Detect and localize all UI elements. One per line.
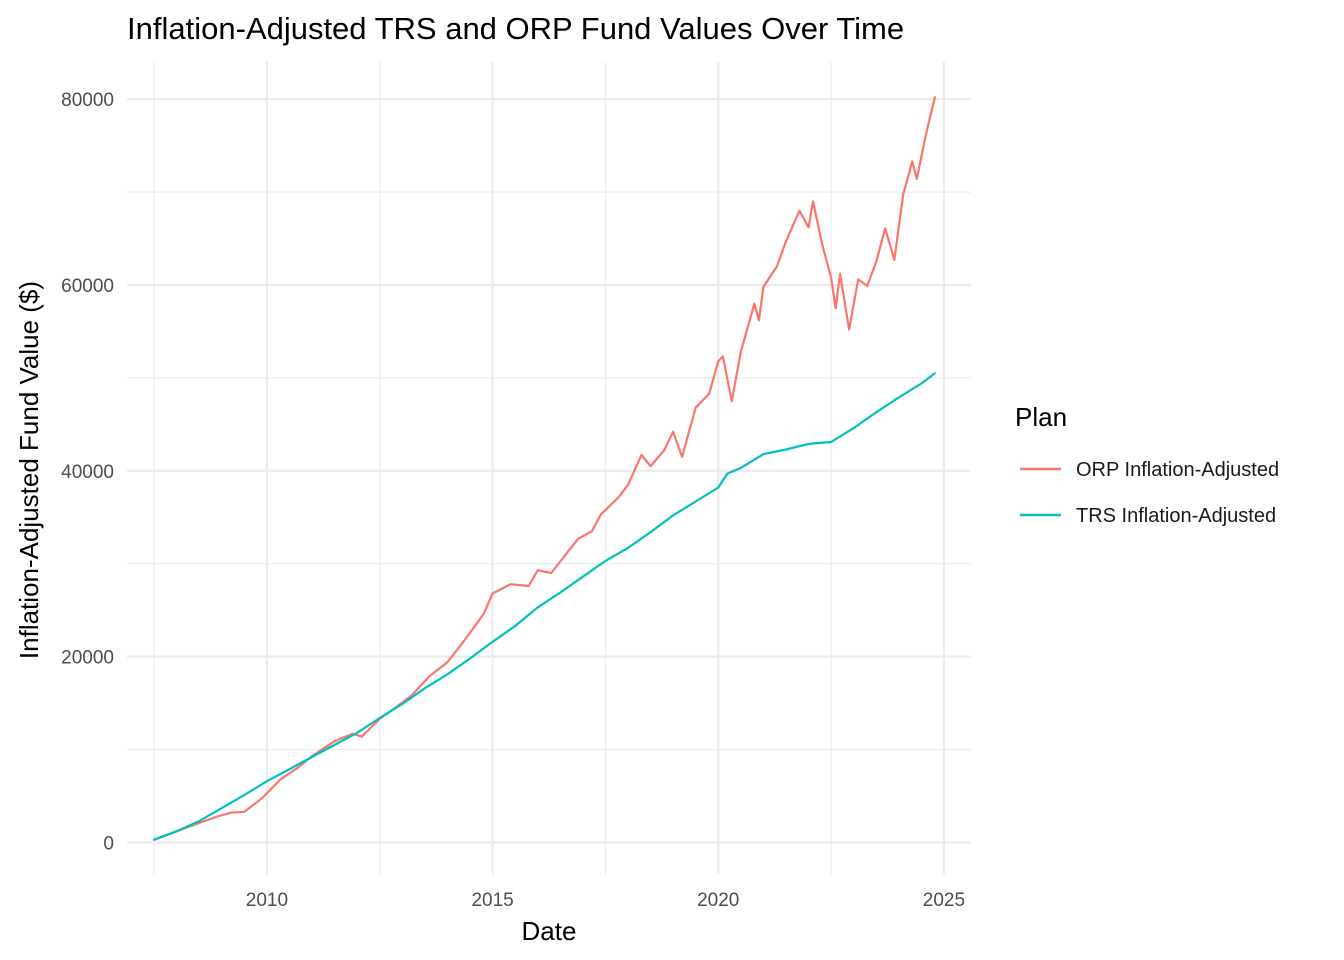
- y-axis-title: Inflation-Adjusted Fund Value ($): [14, 281, 44, 659]
- x-tick-label: 2015: [471, 890, 513, 911]
- y-tick-label: 40000: [61, 462, 114, 483]
- y-tick-label: 20000: [61, 648, 114, 669]
- tick-labels: 2010 2015 2020 2025 0 20000 40000 60000 80000: [61, 90, 965, 911]
- x-tick-label: 2025: [923, 890, 965, 911]
- legend-label-trs-inflation-adjusted: TRS Inflation-Adjusted: [1076, 505, 1276, 527]
- x-tick-label: 2010: [246, 890, 288, 911]
- legend-label-orp-inflation-adjusted: ORP Inflation-Adjusted: [1076, 459, 1279, 481]
- x-tick-label: 2020: [697, 890, 739, 911]
- chart-title: Inflation-Adjusted TRS and ORP Fund Valu…: [127, 11, 904, 46]
- y-tick-label: 0: [103, 833, 114, 854]
- series-line-trs-inflation-adjusted: [153, 372, 936, 841]
- series-line-orp-inflation-adjusted: [153, 96, 936, 841]
- series-lines: [153, 96, 936, 841]
- y-tick-label: 60000: [61, 276, 114, 297]
- y-tick-label: 80000: [61, 90, 114, 111]
- grid: [127, 62, 971, 875]
- legend: Plan ORP Inflation-Adjusted TRS Inflation…: [1015, 402, 1279, 527]
- x-axis-title: Date: [522, 916, 577, 946]
- legend-title: Plan: [1015, 402, 1067, 432]
